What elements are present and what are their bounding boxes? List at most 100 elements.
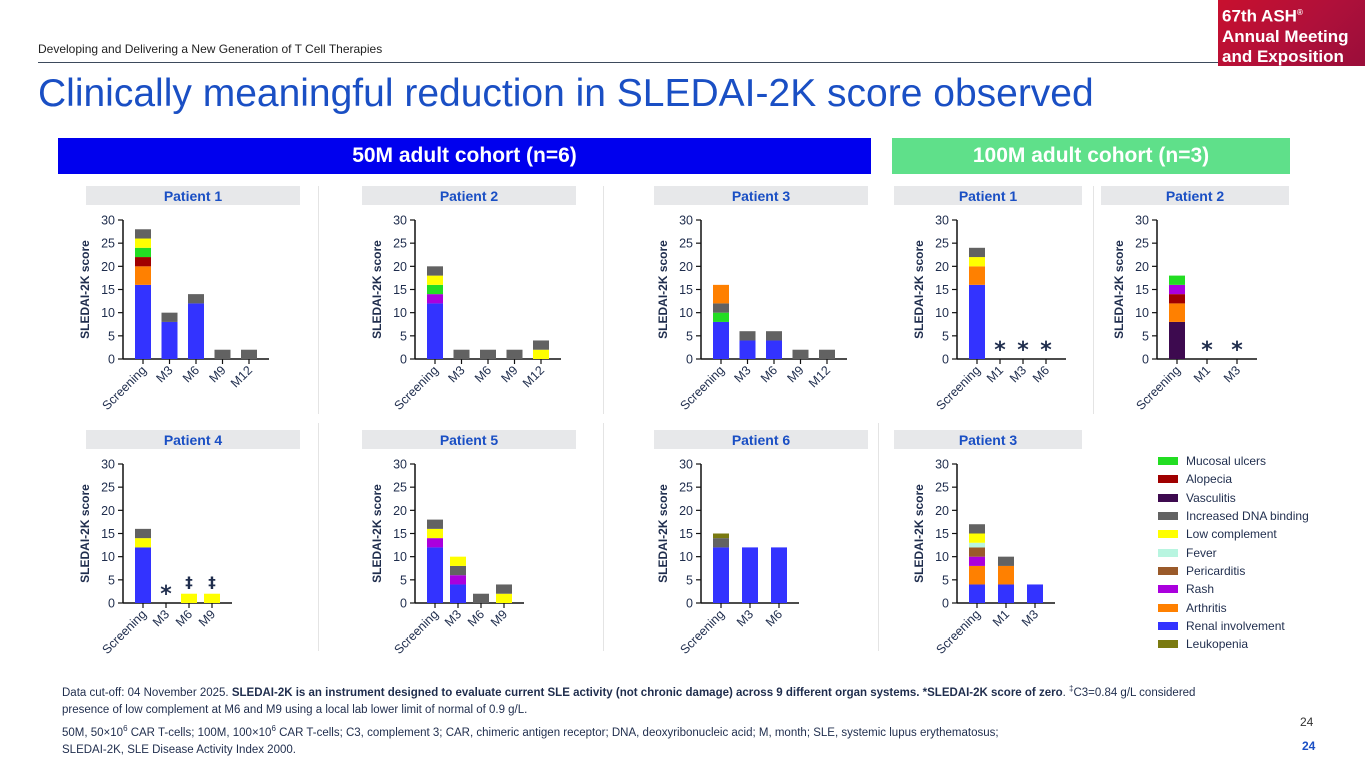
legend-label: Vasculitis: [1186, 490, 1236, 505]
y-tick-label: 10: [679, 550, 693, 564]
deck-subtitle: Developing and Delivering a New Generati…: [38, 42, 383, 56]
y-tick-label: 25: [1135, 237, 1149, 251]
zero-score-marker: *: [994, 338, 1006, 363]
legend-swatch: [1158, 530, 1178, 539]
legend-swatch: [1158, 548, 1178, 557]
chart-title: Patient 5: [440, 432, 499, 448]
bar-segment-renal: [739, 340, 756, 359]
bar-segment-mucosal: [713, 312, 729, 322]
low-complement-marker: ‡: [208, 574, 216, 592]
y-tick-label: 15: [101, 527, 115, 541]
bar-segment-dna: [450, 565, 466, 576]
bar-segment-dna: [473, 593, 489, 603]
y-tick-label: 15: [679, 283, 693, 297]
legend-label: Increased DNA binding: [1186, 509, 1309, 524]
y-tick-label: 15: [101, 283, 115, 297]
y-tick-label: 5: [400, 573, 407, 587]
x-tick-label: M1: [984, 363, 1006, 385]
x-tick-label: M3: [1007, 363, 1029, 385]
chart-50m-patient-1: Patient 1 SLEDAI-2K score 0 5 10 15 20 25 30 Scre…: [78, 186, 300, 413]
legend-label: Arthritis: [1186, 600, 1227, 615]
legend-label: Rash: [1186, 582, 1215, 597]
y-tick-label: 20: [393, 260, 407, 274]
y-tick-label: 25: [101, 481, 115, 495]
y-tick-label: 30: [935, 214, 949, 228]
bar-segment-rash: [427, 538, 443, 548]
y-tick-label: 30: [935, 458, 949, 472]
chart-header: [362, 430, 576, 449]
x-tick-label: M6: [472, 363, 494, 385]
y-tick-label: 30: [393, 214, 407, 228]
bar-segment-fever: [969, 542, 985, 548]
chart-header: [894, 186, 1082, 205]
y-tick-label: 0: [400, 353, 407, 367]
y-tick-label: 0: [942, 353, 949, 367]
bar-segment-dna: [792, 349, 809, 359]
bar-segment-rash: [450, 575, 466, 585]
bar-segment-lowc: [533, 349, 549, 359]
bar-segment-renal: [742, 547, 758, 603]
column-divider: [603, 423, 604, 651]
bar-segment-dna: [427, 266, 443, 276]
chart-100m-patient-1: Patient 1 SLEDAI-2K score 0 5 10 15 20 25 30 Scre…: [894, 186, 1082, 413]
bar-segment-alopecia: [1169, 294, 1185, 304]
bar-segment-lowc: [969, 533, 985, 543]
y-tick-label: 5: [686, 573, 693, 587]
y-tick-label: 10: [101, 306, 115, 320]
bar-segment-rash: [969, 556, 985, 566]
legend-item-renal: Renal involvement: [1158, 617, 1309, 635]
footnote-cutoff: Data cut-off: 04 November 2025.: [62, 686, 232, 699]
y-tick-label: 5: [400, 329, 407, 343]
chart-50m-patient-5: Patient 5 SLEDAI-2K score 0 5 10 15 20 25 30 Scre…: [362, 430, 576, 657]
bar-segment-dna: [713, 303, 729, 313]
y-tick-label: 10: [1135, 306, 1149, 320]
legend-item-leukopenia: Leukopenia: [1158, 635, 1309, 653]
x-tick-label: M9: [196, 607, 218, 629]
y-tick-label: 25: [935, 481, 949, 495]
y-tick-label: 25: [935, 237, 949, 251]
x-tick-label: M6: [173, 607, 195, 629]
x-tick-label: M6: [1030, 363, 1052, 385]
y-tick-label: 10: [935, 550, 949, 564]
legend-item-dna: Increased DNA binding: [1158, 507, 1309, 525]
y-axis-label: SLEDAI-2K score: [912, 484, 926, 583]
x-tick-label: Screening: [933, 607, 983, 657]
x-tick-label: M3: [734, 607, 756, 629]
chart-50m-patient-4: Patient 4 SLEDAI-2K score 0 5 10 15 20 25 30 Scre…: [78, 430, 300, 657]
y-tick-label: 20: [101, 260, 115, 274]
bar-segment-arthritis: [1169, 303, 1185, 322]
chart-100m-patient-3: Patient 3 SLEDAI-2K score 0 5 10 15 20 25 30 Scre…: [894, 430, 1082, 657]
column-divider: [603, 186, 604, 414]
legend-swatch: [1158, 512, 1178, 521]
y-tick-label: 20: [679, 504, 693, 518]
y-tick-label: 30: [1135, 214, 1149, 228]
bar-segment-dna: [819, 349, 835, 359]
legend-swatch: [1158, 603, 1178, 612]
y-tick-label: 25: [393, 481, 407, 495]
x-tick-label: Screening: [677, 607, 727, 657]
logo-line-1: 67th ASH: [1222, 6, 1297, 26]
page-title: Clinically meaningful reduction in SLEDA…: [38, 72, 1094, 115]
y-tick-label: 0: [1142, 353, 1149, 367]
bar-segment-mucosal: [427, 284, 443, 295]
bar-segment-dna: [739, 331, 756, 341]
bar-segment-renal: [713, 321, 729, 359]
y-tick-label: 20: [935, 504, 949, 518]
legend-label: Mucosal ulcers: [1186, 454, 1267, 469]
y-tick-label: 30: [679, 214, 693, 228]
chart-header: [654, 430, 868, 449]
x-tick-label: Screening: [99, 363, 149, 413]
bar-segment-dna: [161, 312, 178, 322]
chart-50m-patient-6: Patient 6 SLEDAI-2K score 0 5 10 15 20 25 30 Scre…: [654, 430, 868, 657]
legend-swatch: [1158, 475, 1178, 484]
x-tick-label: M9: [498, 363, 520, 385]
zero-score-marker: *: [160, 582, 172, 607]
legend-swatch: [1158, 585, 1178, 594]
bar-segment-renal: [188, 303, 204, 359]
chart-title: Patient 6: [732, 432, 791, 448]
x-tick-label: M1: [1191, 363, 1213, 385]
bar-segment-arthritis: [135, 266, 151, 285]
x-tick-label: Screening: [1133, 363, 1183, 413]
bar-segment-lowc: [204, 593, 220, 603]
y-axis-label: SLEDAI-2K score: [78, 484, 92, 583]
